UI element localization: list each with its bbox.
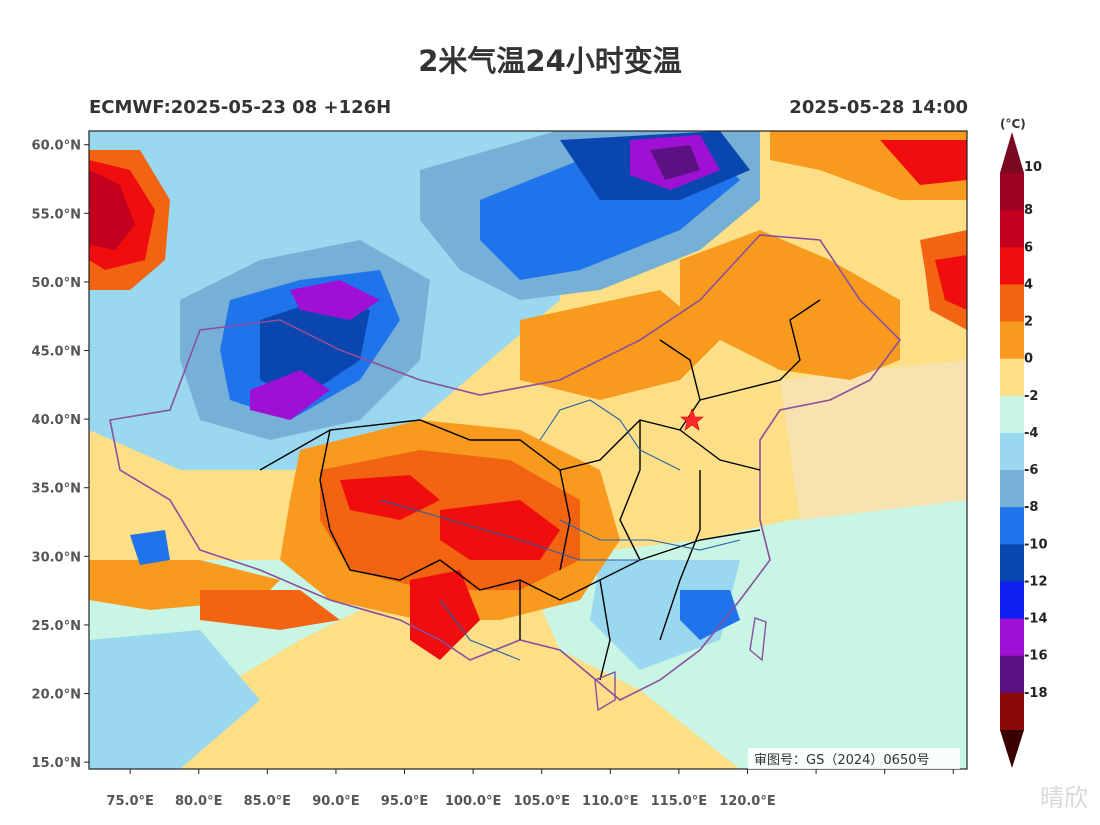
- river: [379, 499, 741, 661]
- field-patch: [680, 230, 900, 380]
- field-patch: [780, 360, 967, 520]
- approval-number: 审图号：GS（2024）0650号: [754, 753, 930, 768]
- lon-tick-label: 105.0°E: [513, 794, 570, 809]
- field-patch: [340, 475, 440, 520]
- colorbar: (°C) 10 8 6 4 2 0 -2 -4 -6 -8 -10 -12 -14 -16 -18: [1000, 117, 1048, 768]
- province-boundary: [659, 299, 821, 431]
- chart-title: 2米气温24小时变温: [418, 44, 682, 78]
- field-patch: [520, 290, 720, 400]
- capital-star-icon: [680, 408, 704, 431]
- valid-time-label: 2025-05-28 14:00: [789, 97, 968, 118]
- lat-tick-label: 20.0°N: [32, 688, 81, 703]
- approval-box: [748, 748, 960, 769]
- province-boundary: [519, 420, 701, 681]
- field-patch: [89, 630, 260, 769]
- colorbar-band: [1000, 395, 1024, 434]
- colorbar-unit: (°C): [1000, 117, 1026, 131]
- colorbar-label: 0: [1024, 352, 1033, 367]
- field-patch: [650, 145, 700, 180]
- colorbar-band: [1000, 247, 1024, 285]
- colorbar-label: -10: [1024, 537, 1048, 552]
- longitude-axis: 75.0°E 80.0°E 85.0°E 90.0°E 95.0°E 100.0°E 105…: [106, 769, 954, 809]
- colorbar-band: [1000, 210, 1024, 248]
- colorbar-label: 4: [1024, 277, 1033, 292]
- field-patch: [410, 570, 480, 660]
- colorbar-band: [1000, 432, 1024, 471]
- colorbar-label: -18: [1024, 686, 1048, 701]
- colorbar-band: [1000, 655, 1024, 694]
- colorbar-label: -16: [1024, 649, 1048, 664]
- lat-tick-label: 30.0°N: [32, 550, 81, 565]
- field-patch: [290, 280, 380, 320]
- latitude-axis: 60.0°N 55.0°N 50.0°N 45.0°N 40.0°N 35.0°N 30.0…: [32, 139, 89, 771]
- colorbar-top-arrow: [1000, 132, 1024, 173]
- lat-tick-label: 55.0°N: [32, 207, 81, 222]
- watermark: 晴欣: [1040, 784, 1088, 812]
- colorbar-band: [1000, 581, 1024, 620]
- colorbar-label: -8: [1024, 500, 1038, 515]
- lon-tick-label: 85.0°E: [244, 794, 291, 809]
- colorbar-label: 6: [1024, 240, 1033, 255]
- field-patch: [440, 500, 560, 560]
- colorbar-label: 2: [1024, 315, 1033, 330]
- colorbar-label: 8: [1024, 203, 1033, 218]
- lon-tick-label: 120.0°E: [719, 794, 776, 809]
- taiwan-outline: [749, 617, 767, 662]
- boundaries: [109, 234, 902, 712]
- field-patch: [935, 255, 967, 310]
- colorbar-band: [1000, 173, 1024, 211]
- colorbar-band: [1000, 692, 1024, 731]
- lat-tick-label: 15.0°N: [32, 756, 81, 771]
- colorbar-label: -4: [1024, 426, 1038, 441]
- lat-tick-label: 35.0°N: [32, 482, 81, 497]
- lon-tick-label: 100.0°E: [445, 794, 502, 809]
- colorbar-band: [1000, 284, 1024, 323]
- colorbar-band: [1000, 321, 1024, 360]
- lat-tick-label: 25.0°N: [32, 619, 81, 634]
- hainan-outline: [594, 670, 616, 712]
- field-patch: [250, 370, 330, 420]
- lat-tick-label: 40.0°N: [32, 413, 81, 428]
- colorbar-band: [1000, 618, 1024, 657]
- colorbar-label: -6: [1024, 463, 1038, 478]
- field-patch: [89, 170, 135, 250]
- field-patch: [880, 140, 967, 185]
- lon-tick-label: 95.0°E: [381, 794, 428, 809]
- colorbar-label: -14: [1024, 612, 1048, 627]
- lon-tick-label: 90.0°E: [312, 794, 359, 809]
- colorbar-label: -12: [1024, 574, 1048, 589]
- river: [539, 399, 681, 471]
- lon-tick-label: 110.0°E: [582, 794, 639, 809]
- field-patch: [130, 530, 170, 565]
- colorbar-label: 10: [1024, 160, 1042, 175]
- lon-tick-label: 80.0°E: [175, 794, 222, 809]
- lat-tick-label: 45.0°N: [32, 345, 81, 360]
- lat-tick-label: 60.0°N: [32, 139, 81, 154]
- colorbar-band: [1000, 470, 1024, 508]
- lat-tick-label: 50.0°N: [32, 276, 81, 291]
- colorbar-band: [1000, 358, 1024, 397]
- colorbar-band: [1000, 544, 1024, 582]
- colorbar-label: -2: [1024, 389, 1038, 404]
- field-patch: [680, 590, 740, 640]
- lon-tick-label: 75.0°E: [106, 794, 153, 809]
- colorbar-band: [1000, 507, 1024, 545]
- national-border: [109, 234, 902, 701]
- temperature-field: [89, 131, 967, 769]
- lon-tick-label: 115.0°E: [651, 794, 708, 809]
- map-frame: [88, 130, 968, 770]
- field-patch: [590, 560, 740, 670]
- model-run-label: ECMWF:2025-05-23 08 +126H: [89, 97, 392, 118]
- colorbar-bottom-arrow: [1000, 730, 1024, 768]
- field-patch: [200, 590, 340, 630]
